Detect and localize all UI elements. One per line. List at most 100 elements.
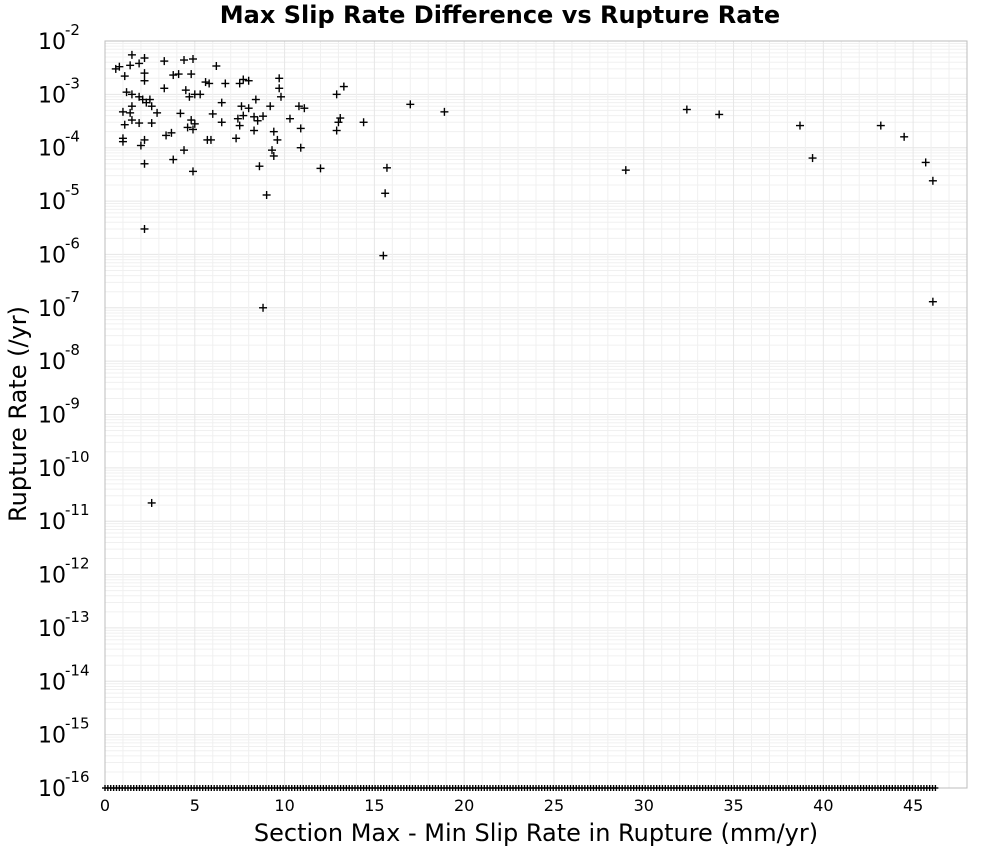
data-point [196,90,205,99]
y-tick-exponent: -4 [65,128,80,146]
y-tick-label: 10 [38,510,66,535]
data-point [239,111,248,120]
data-point [876,121,885,130]
x-tick-label: 30 [634,796,654,815]
data-point [174,70,183,79]
y-tick-label: 10 [38,457,66,482]
data-point [140,159,149,168]
data-point [382,163,391,172]
data-point [268,146,277,155]
data-point [127,102,136,111]
x-tick-label: 20 [454,796,474,815]
data-point [126,108,135,117]
data-point [928,176,937,185]
data-point [115,62,124,71]
y-tick-exponent: -3 [65,74,80,92]
data-point [205,79,214,88]
data-point [188,125,197,134]
data-point [332,126,341,135]
data-point [183,123,192,132]
chart-title: Max Slip Rate Difference vs Rupture Rate [220,1,780,29]
data-point [266,102,275,111]
data-points [111,50,937,507]
data-point [180,146,189,155]
y-tick-exponent: -14 [65,661,90,679]
x-tick-label: 10 [274,796,294,815]
data-point [381,189,390,198]
data-point [250,112,259,121]
data-point [244,104,253,113]
data-point [808,154,817,163]
data-point [208,109,217,118]
x-tick-label: 35 [723,796,743,815]
data-point [135,59,144,68]
y-tick-label: 10 [38,297,66,322]
y-tick-label: 10 [38,617,66,642]
x-tick-label: 40 [813,796,833,815]
y-tick-label: 10 [38,350,66,375]
data-point [140,76,149,85]
data-point [217,98,226,107]
data-point [359,118,368,127]
data-point [332,90,341,99]
data-point [140,54,149,63]
y-tick-exponent: -8 [65,341,80,359]
data-point [259,112,268,121]
data-point [795,121,804,130]
x-tick-label: 25 [544,796,564,815]
data-point [140,69,149,78]
y-tick-label: 10 [38,404,66,429]
data-point [339,82,348,91]
data-point [336,114,345,123]
data-point [273,135,282,144]
y-tick-exponent: -16 [65,768,90,786]
data-point [136,141,145,150]
x-axis-ticks: 0 5 10 15 20 25 30 35 40 45 [100,796,923,815]
y-tick-label: 10 [38,777,66,802]
data-point [147,498,156,507]
y-tick-exponent: -7 [65,288,80,306]
data-point [180,56,189,65]
data-point [440,107,449,116]
data-point [176,109,185,118]
y-tick-label: 10 [38,243,66,268]
data-point [235,121,244,130]
data-point [167,128,176,137]
data-point [118,137,127,146]
data-point [188,167,197,176]
data-point [120,120,129,129]
data-point [160,57,169,66]
y-tick-exponent: -11 [65,501,90,519]
data-point [928,297,937,306]
data-point [140,224,149,233]
data-point [127,116,136,125]
y-tick-label: 10 [38,137,66,162]
data-point [276,92,285,101]
x-tick-label: 0 [100,796,110,815]
data-point [285,114,294,123]
data-point [250,126,259,135]
data-point [275,74,284,83]
data-point [120,72,129,81]
data-point [239,75,248,84]
x-tick-label: 5 [190,796,200,815]
data-point [187,70,196,79]
y-tick-exponent: -2 [65,21,80,39]
data-point [233,114,242,123]
data-point [269,127,278,136]
data-point [235,79,244,88]
data-point [232,134,241,143]
y-tick-exponent: -6 [65,234,80,252]
data-point [244,76,253,85]
y-tick-exponent: -13 [65,608,90,626]
data-point [122,88,131,97]
data-point [300,104,309,113]
data-point [127,50,136,59]
data-point [190,119,199,128]
y-tick-exponent: -10 [65,448,90,466]
data-point [169,71,178,80]
y-tick-exponent: -15 [65,715,90,733]
y-tick-label: 10 [38,724,66,749]
data-point [259,303,268,312]
data-point [621,166,630,175]
